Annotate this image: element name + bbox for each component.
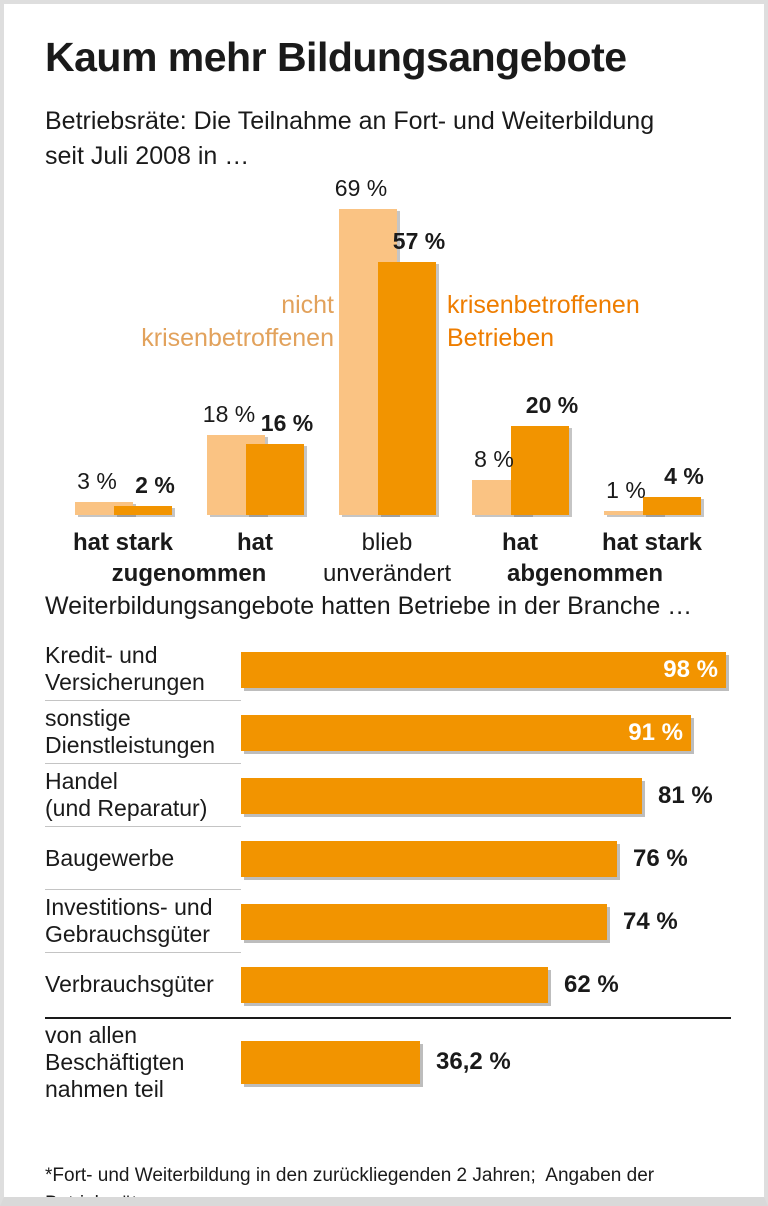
chart1-subtitle: Betriebsräte: Die Teilnahme an Fort- und… — [45, 104, 654, 174]
industry-row-0: Kredit- und Versicherungen 98 % — [45, 638, 731, 701]
row-label-line: Investitions- und — [45, 894, 213, 920]
industry-row-2: Handel (und Reparatur) 81 % — [45, 764, 731, 827]
legend-left-line2: krisenbetroffenen — [141, 324, 334, 352]
row-label-line: Kredit- und — [45, 642, 158, 668]
chart1-subtitle-line2: seit Juli 2008 in … — [45, 142, 250, 170]
industry-row-4: Investitions- und Gebrauchsgüter 74 % — [45, 890, 731, 953]
row-label: Investitions- und Gebrauchsgüter — [45, 890, 241, 953]
row-label-line: nahmen teil — [45, 1075, 164, 1102]
value-bar — [241, 840, 617, 877]
value-label-crisis-1: 16 % — [260, 410, 314, 437]
row-label-line: Verbrauchsgüter — [45, 971, 214, 997]
value-bar — [241, 903, 607, 940]
category-label-4: hat stark — [601, 529, 703, 556]
row-label-line: Versicherungen — [45, 669, 205, 695]
value-label-crisis-2: 57 % — [392, 228, 446, 255]
value-label-crisis-3: 20 % — [525, 392, 579, 419]
row-label: Kredit- und Versicherungen — [45, 638, 241, 701]
row-label-line: Handel — [45, 768, 118, 794]
category-label-0: hat stark — [72, 529, 174, 556]
value-label-not-crisis-4: 1 % — [606, 476, 646, 503]
horizontal-bar-chart: Kredit- und Versicherungen 98 % sonstige Die… — [45, 638, 731, 1105]
value-label-not-crisis-3: 8 % — [474, 445, 514, 472]
bar-value-label: 74 % — [623, 907, 678, 935]
value-bar — [241, 966, 548, 1003]
row-label: Handel (und Reparatur) — [45, 764, 241, 827]
value-label-crisis-4: 4 % — [664, 463, 704, 490]
value-label-not-crisis-2: 69 % — [334, 175, 388, 202]
row-label: Baugewerbe — [45, 827, 241, 890]
bar-value-label: 98 % — [663, 655, 718, 683]
row-label-line: Dienstleistungen — [45, 732, 216, 758]
value-bar — [241, 777, 642, 814]
row-label-line: Beschäftigten — [45, 1048, 185, 1075]
bar-crisis-0 — [114, 506, 172, 515]
bar-track: 74 % — [241, 903, 731, 940]
bar-track: 36,2 % — [241, 1040, 731, 1084]
category-label-1: hat — [237, 529, 273, 556]
page-title: Kaum mehr Bildungsangebote — [45, 34, 627, 80]
legend-right-line1: krisenbetroffenen — [447, 291, 640, 319]
bar-track: 98 % — [241, 651, 731, 688]
bar-track: 91 % — [241, 714, 731, 751]
bar-track: 81 % — [241, 777, 731, 814]
chart1-subtitle-line1: Betriebsräte: Die Teilnahme an Fort- und… — [45, 107, 655, 135]
row-label: von allen Beschäftigten nahmen teil — [45, 1019, 241, 1105]
row-label-line: von allen — [45, 1021, 138, 1048]
bar-value-label: 81 % — [658, 781, 713, 809]
footnote-line1: *Fort- und Weiterbildung in den zurückli… — [45, 1165, 660, 1206]
row-label: sonstige Dienstleistungen — [45, 701, 241, 764]
industry-row-1: sonstige Dienstleistungen 91 % — [45, 701, 731, 764]
value-bar — [241, 1040, 420, 1084]
legend-crisis-affected: krisenbetroffenen Betrieben — [447, 289, 747, 355]
industry-row-3: Baugewerbe 76 % — [45, 827, 731, 890]
value-label-not-crisis-0: 3 % — [77, 467, 117, 494]
legend-not-crisis-affected: nicht krisenbetroffenen — [4, 289, 334, 355]
category-label-line2-2: abgenommen — [506, 560, 664, 587]
row-label-line: Baugewerbe — [45, 844, 175, 871]
row-label-line: Gebrauchsgüter — [45, 921, 210, 947]
category-label-line2-0: zugenommen — [111, 560, 267, 587]
bar-value-label: 91 % — [628, 718, 683, 746]
value-label-not-crisis-1: 18 % — [202, 401, 256, 428]
bar-crisis-2 — [378, 262, 436, 515]
value-bar — [241, 714, 691, 751]
bar-crisis-1 — [246, 444, 304, 515]
row-label-line: (und Reparatur) — [45, 795, 208, 821]
grouped-bar-chart: nicht krisenbetroffenen krisenbetroffene… — [4, 164, 764, 596]
row-label: Verbrauchsgüter — [45, 953, 241, 1016]
value-label-crisis-0: 2 % — [135, 472, 175, 499]
footnote: *Fort- und Weiterbildung in den zurückli… — [45, 1106, 745, 1206]
bar-crisis-4 — [643, 497, 701, 515]
row-label-line: sonstige — [45, 705, 131, 731]
legend-right-line2: Betrieben — [447, 324, 555, 352]
bar-value-label: 62 % — [564, 970, 619, 998]
legend-left-line1: nicht — [281, 291, 334, 319]
bar-track: 62 % — [241, 966, 731, 1003]
bar-value-label: 76 % — [633, 844, 688, 872]
industry-row-5: Verbrauchsgüter 62 % — [45, 953, 731, 1016]
bar-track: 76 % — [241, 840, 731, 877]
value-bar — [241, 651, 726, 688]
bar-value-label: 36,2 % — [436, 1048, 511, 1075]
category-label-2: blieb — [361, 529, 413, 556]
category-label-line2-1: unverändert — [322, 560, 452, 587]
horizontal-chart-title: Weiterbildungsangebote hatten Betriebe i… — [45, 592, 693, 620]
bar-not-crisis-4 — [604, 510, 662, 515]
bar-crisis-3 — [511, 426, 569, 515]
category-label-3: hat — [502, 529, 538, 556]
summary-row: von allen Beschäftigten nahmen teil 36,2 % — [45, 1017, 731, 1105]
